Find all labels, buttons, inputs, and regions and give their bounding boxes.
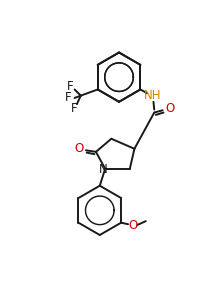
Text: F: F xyxy=(71,102,78,115)
Text: O: O xyxy=(129,219,138,232)
Text: F: F xyxy=(67,80,73,93)
Text: O: O xyxy=(74,142,84,155)
Text: NH: NH xyxy=(144,89,162,102)
Text: N: N xyxy=(99,163,108,176)
Text: O: O xyxy=(165,102,174,115)
Text: F: F xyxy=(65,91,72,104)
